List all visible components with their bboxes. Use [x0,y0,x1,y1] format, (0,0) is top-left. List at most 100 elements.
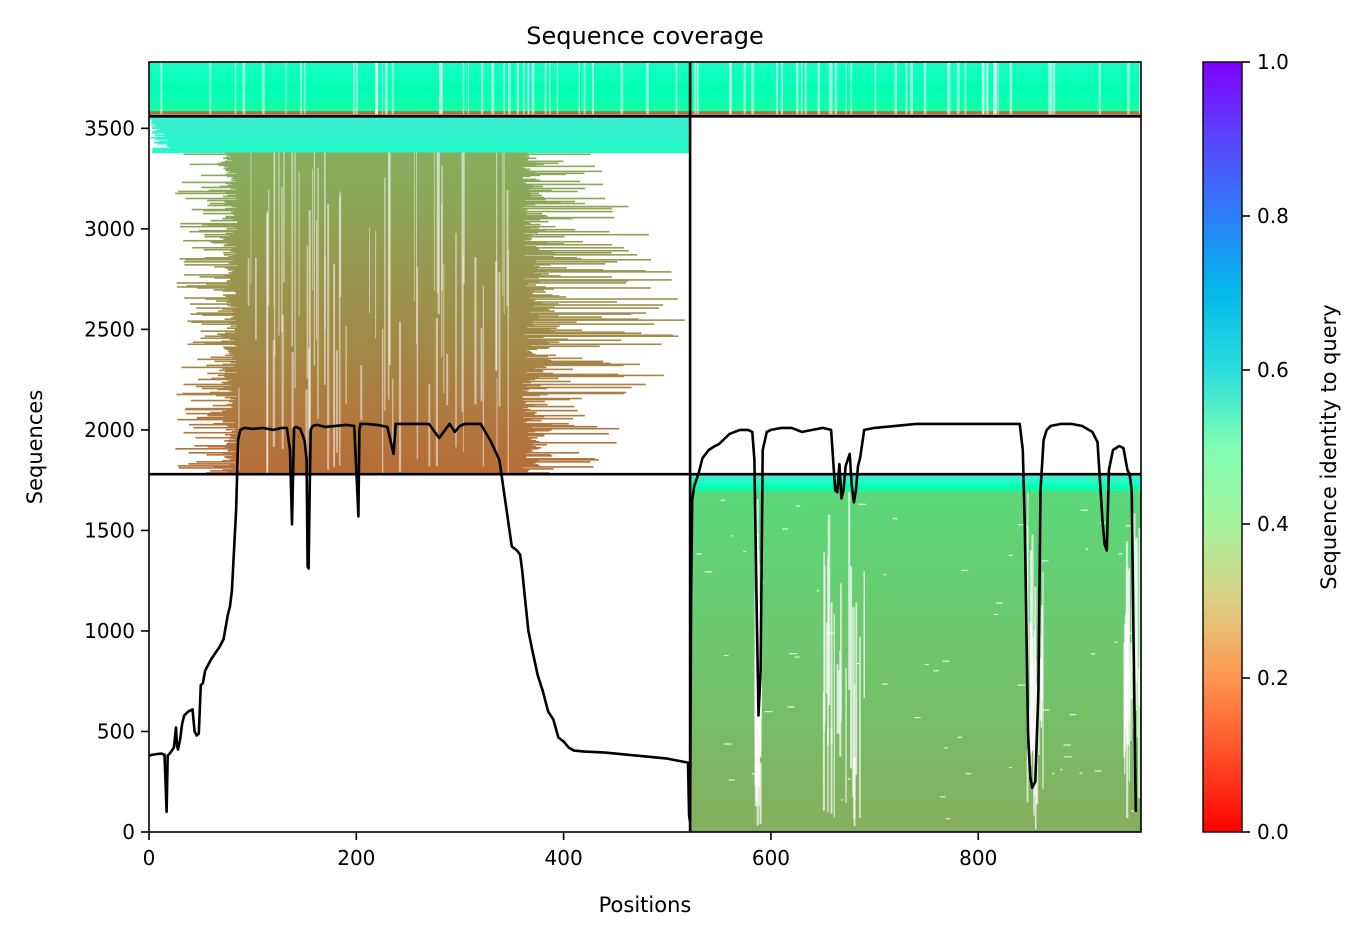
coverage-row [690,507,1141,510]
coverage-row [164,135,691,138]
coverage-row [690,801,1141,804]
gap-streak [369,227,371,313]
coverage-row [189,230,610,233]
coverage-row [202,314,539,316]
coverage-row [690,638,1141,642]
coverage-row [690,102,1141,105]
coverage-row [213,466,594,468]
coverage-row [152,131,691,134]
coverage-row [177,418,533,421]
coverage-row [690,693,1141,696]
coverage-row [690,75,1141,78]
coverage-row [690,711,1141,714]
coverage-row [225,168,531,171]
coverage-row [224,373,619,376]
gap-streak [874,62,877,115]
coverage-row [690,753,1141,756]
coverage-row [230,249,629,252]
gap-streak [392,378,394,447]
coverage-row [690,643,1141,647]
coverage-row [196,461,591,463]
coverage-row [690,495,1141,499]
coverage-row [226,301,618,303]
coverage-row [232,406,528,409]
coverage-row [690,518,1141,521]
coverage-row [149,66,691,68]
gap-streak [441,166,443,291]
coverage-row [149,102,691,105]
coverage-row [204,257,578,259]
coverage-row [234,315,559,317]
coverage-row [690,703,1141,706]
coverage-row [225,232,525,235]
coverage-row [227,158,529,161]
gap-streak [209,62,212,115]
coverage-row [222,469,530,471]
coverage-row [149,82,691,85]
gap-streak [829,62,833,115]
gap-streak [583,62,586,115]
coverage-row [216,394,540,397]
coverage-row [175,192,540,195]
gap-streak [675,62,678,115]
coverage-row [181,181,524,184]
gap-streak [754,658,756,785]
coverage-row [230,435,528,438]
coverage-row [690,84,1141,86]
y-axis-title: Sequences [23,390,47,505]
coverage-row [236,359,552,362]
coverage-row [178,190,578,193]
coverage-row [690,545,1141,548]
gap-streak [775,62,779,115]
coverage-row [690,730,1141,733]
coverage-row [209,240,583,243]
coverage-row [690,502,1141,505]
coverage-row [690,634,1141,637]
gap-speck [696,553,702,555]
gap-streak [1134,539,1137,711]
gap-speck [965,773,972,775]
coverage-row [690,605,1141,608]
coverage-row [228,242,565,245]
coverage-row [690,642,1141,645]
coverage-row [149,72,691,74]
coverage-row [236,441,617,444]
coverage-row [226,327,557,329]
coverage-row [690,494,1141,497]
gap-streak [413,152,415,302]
gap-streak [291,351,294,429]
coverage-row [690,482,1141,485]
coverage-row [226,296,567,298]
coverage-row [690,547,1141,550]
coverage-row [202,212,543,215]
coverage-row [690,69,1141,72]
coverage-row [690,778,1141,782]
coverage-row [690,675,1141,679]
gap-streak [817,62,821,115]
coverage-row [200,174,541,177]
gap-streak [266,213,269,474]
gap-streak [323,152,326,385]
coverage-row [226,154,530,157]
gap-speck [723,743,732,745]
coverage-row [210,470,528,472]
coverage-row [203,248,539,251]
gap-streak [268,189,270,306]
gap-streak [234,62,237,115]
coverage-row [690,79,1141,82]
coverage-row [223,203,536,206]
coverage-row [225,443,547,446]
coverage-row [149,110,691,113]
coverage-row [215,300,534,302]
coverage-row [690,677,1141,680]
gap-streak [255,257,257,340]
coverage-row [187,343,662,346]
coverage-row [690,733,1141,737]
coverage-row [690,724,1141,727]
coverage-row [690,589,1141,592]
coverage-row [184,264,551,266]
gap-streak [997,62,999,115]
coverage-row [690,528,1141,531]
coverage-row [149,105,691,108]
coverage-row [690,756,1141,759]
